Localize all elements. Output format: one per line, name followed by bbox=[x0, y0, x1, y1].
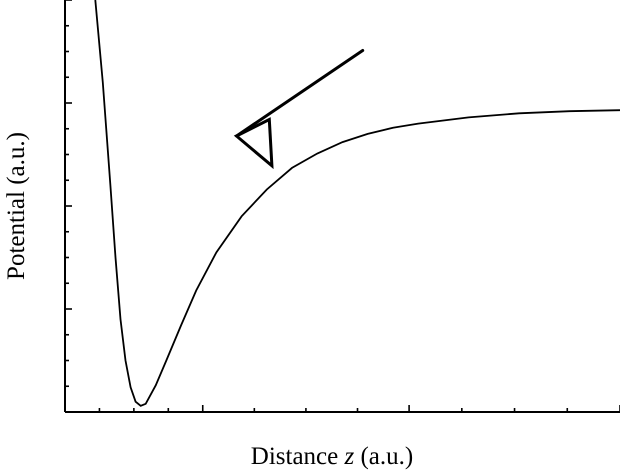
annotation-triangle bbox=[233, 117, 274, 170]
x-axis-label: Distance z (a.u.) bbox=[251, 443, 413, 470]
ticks bbox=[64, 0, 620, 413]
potential-curve bbox=[94, 0, 620, 407]
annotation-line bbox=[235, 48, 365, 138]
axes bbox=[64, 0, 620, 413]
trajectory-annotation bbox=[233, 48, 365, 170]
y-axis-label: Potential (a.u.) bbox=[3, 132, 30, 280]
